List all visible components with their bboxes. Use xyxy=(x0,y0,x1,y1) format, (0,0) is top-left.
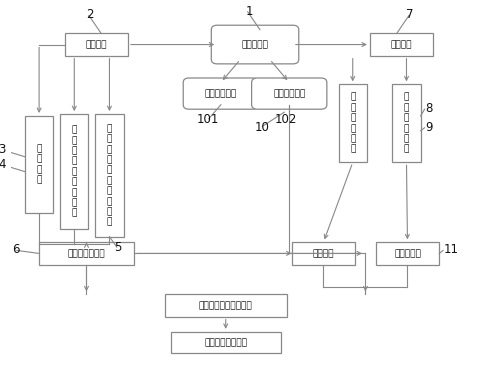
FancyBboxPatch shape xyxy=(39,242,134,264)
Text: 7: 7 xyxy=(406,8,414,21)
Text: 101: 101 xyxy=(196,113,219,126)
Text: 大掺量预制墙板混凝土: 大掺量预制墙板混凝土 xyxy=(199,301,252,310)
Text: 6: 6 xyxy=(12,243,20,256)
Text: 矿物组成参数: 矿物组成参数 xyxy=(273,89,306,98)
Text: 化学成分参数: 化学成分参数 xyxy=(204,89,237,98)
FancyBboxPatch shape xyxy=(338,84,367,162)
Text: 机
械
力
化
学
耦
合
活
化: 机 械 力 化 学 耦 合 活 化 xyxy=(72,126,77,218)
Text: 微生物矿化: 微生物矿化 xyxy=(394,249,421,258)
FancyBboxPatch shape xyxy=(96,114,124,236)
Text: 纳
米
材
料
原
位
生
长
活
化: 纳 米 材 料 原 位 生 长 活 化 xyxy=(107,124,112,227)
Text: 机
械
活
化: 机 械 活 化 xyxy=(36,144,42,184)
Text: 4: 4 xyxy=(0,158,6,171)
Text: 1: 1 xyxy=(246,4,253,18)
FancyBboxPatch shape xyxy=(212,25,299,64)
FancyBboxPatch shape xyxy=(292,242,355,264)
Text: 2: 2 xyxy=(86,8,94,21)
Text: 10: 10 xyxy=(255,120,270,134)
Text: 9: 9 xyxy=(426,120,433,134)
FancyBboxPatch shape xyxy=(370,34,434,56)
Text: 5: 5 xyxy=(114,241,121,254)
Text: 改
性
铁
尾
矿
砂: 改 性 铁 尾 矿 砂 xyxy=(404,93,409,154)
FancyBboxPatch shape xyxy=(183,78,258,109)
FancyBboxPatch shape xyxy=(60,114,88,229)
FancyBboxPatch shape xyxy=(64,34,128,56)
Text: 碳化强化: 碳化强化 xyxy=(312,249,334,258)
Text: 铁尾矿分析: 铁尾矿分析 xyxy=(242,40,268,49)
FancyBboxPatch shape xyxy=(392,84,420,162)
Text: 装配式构件外墙板: 装配式构件外墙板 xyxy=(204,338,247,347)
FancyBboxPatch shape xyxy=(171,332,280,353)
FancyBboxPatch shape xyxy=(25,116,54,213)
Text: 11: 11 xyxy=(444,243,459,256)
Text: 102: 102 xyxy=(274,113,297,126)
Text: 高性能铁尾矿粉: 高性能铁尾矿粉 xyxy=(68,249,106,258)
Text: 8: 8 xyxy=(426,102,433,115)
Text: 复
合
铁
尾
矿
砂: 复 合 铁 尾 矿 砂 xyxy=(350,93,356,154)
Text: 3: 3 xyxy=(0,143,6,156)
FancyBboxPatch shape xyxy=(376,242,439,264)
FancyBboxPatch shape xyxy=(164,294,287,317)
Text: 铁尾矿粉: 铁尾矿粉 xyxy=(86,40,107,49)
Text: 铁尾矿砂: 铁尾矿砂 xyxy=(391,40,412,49)
FancyBboxPatch shape xyxy=(252,78,327,109)
